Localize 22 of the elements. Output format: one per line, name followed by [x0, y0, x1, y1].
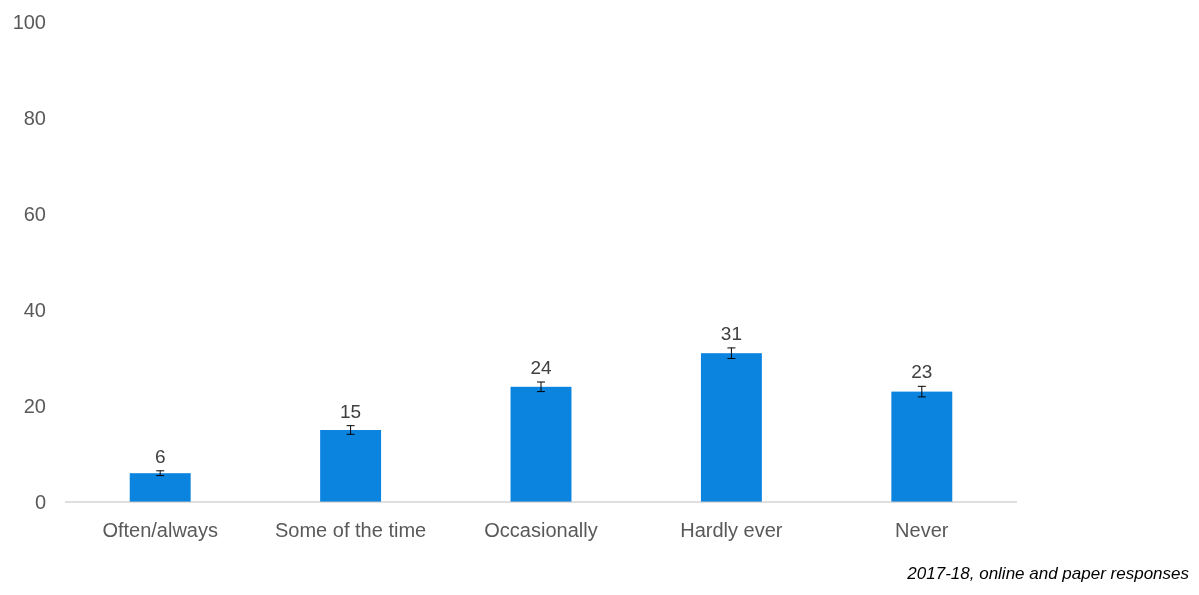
- data-label: 15: [340, 400, 362, 422]
- y-tick-label: 20: [23, 395, 46, 417]
- text: 2017-18, online and paper responses: [906, 564, 1190, 583]
- bar: [891, 391, 953, 502]
- data-label: 6: [154, 445, 166, 467]
- bar: [700, 353, 762, 502]
- bar: [320, 430, 382, 502]
- bar: [510, 386, 572, 502]
- data-label: 24: [530, 357, 552, 378]
- data-label: 23: [911, 361, 933, 383]
- x-tick-label: Occasionally: [484, 519, 598, 541]
- y-tick-label: 40: [23, 299, 46, 321]
- x-tick-label: Never: [895, 519, 949, 541]
- y-tick-label: 80: [23, 107, 46, 129]
- y-tick-label: 60: [23, 203, 46, 225]
- y-tick-label: 100: [12, 11, 46, 33]
- bar: [129, 473, 191, 502]
- x-tick-label: Some of the time: [275, 519, 427, 541]
- data-label: 31: [720, 322, 742, 344]
- x-tick-label: Often/always: [102, 519, 218, 541]
- x-tick-label: Hardly ever: [680, 519, 783, 541]
- y-tick-label: 0: [34, 491, 46, 513]
